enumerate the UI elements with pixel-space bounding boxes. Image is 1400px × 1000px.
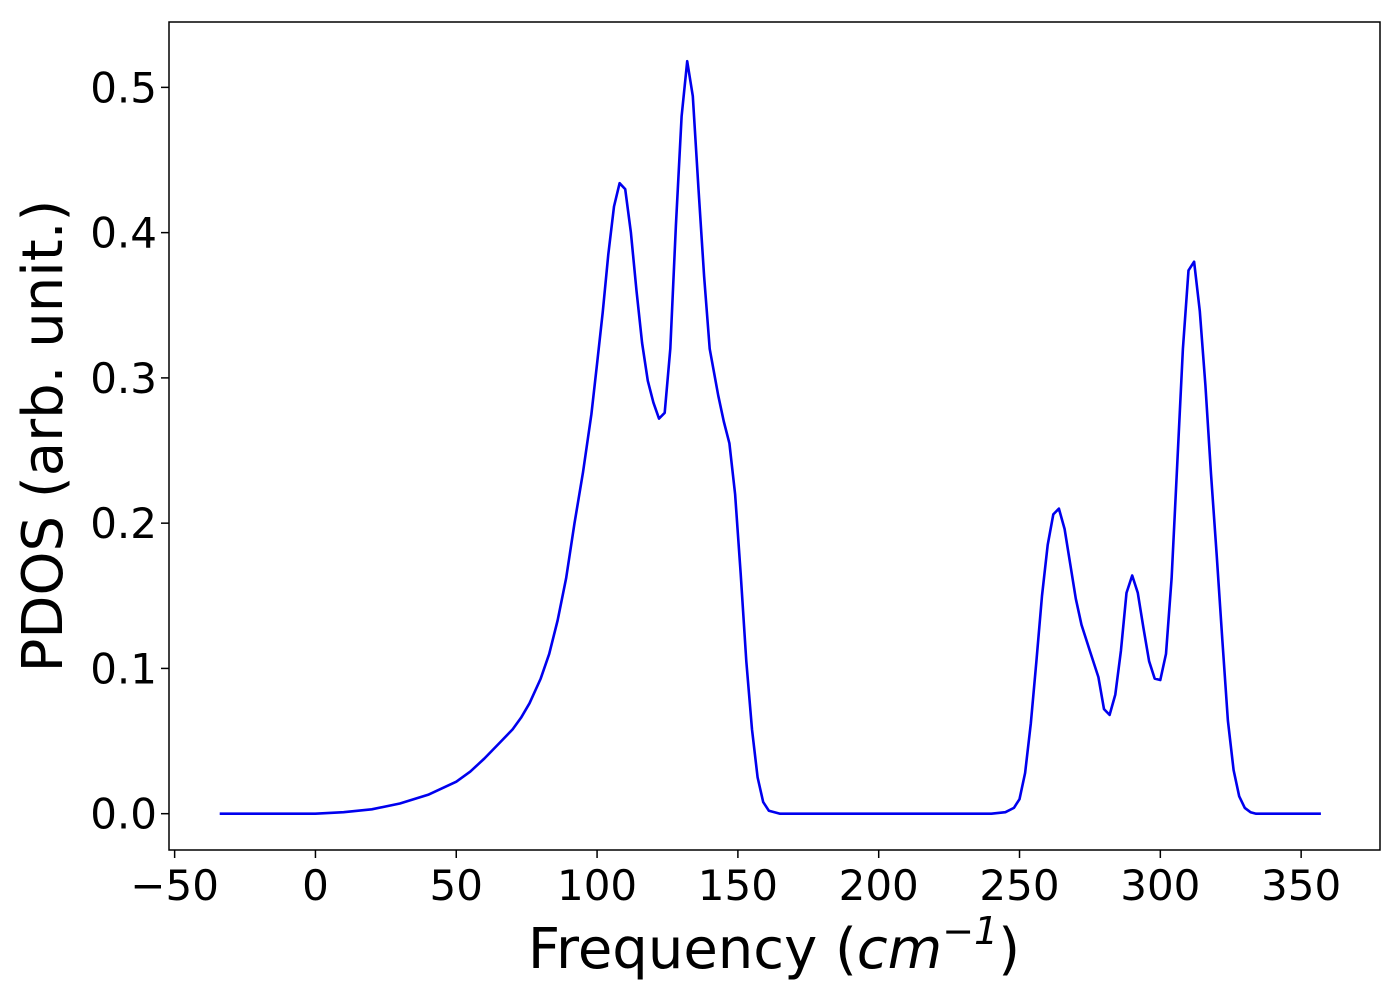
x-tick-label: 250 bbox=[979, 861, 1059, 910]
x-axis-unit-base: cm bbox=[857, 917, 942, 982]
x-tick-label: 50 bbox=[430, 861, 483, 910]
y-axis-ticks: 0.0 0.1 0.2 0.3 0.4 0.5 bbox=[90, 63, 169, 839]
x-tick-label: 0 bbox=[302, 861, 329, 910]
y-tick-label: 0.0 bbox=[90, 790, 157, 839]
x-axis-label: Frequency bbox=[528, 917, 817, 982]
y-tick-label: 0.4 bbox=[90, 209, 157, 258]
x-axis-ticks: −50 0 50 100 150 200 250 300 350 bbox=[130, 850, 1341, 910]
x-axis-unit-close: ) bbox=[998, 917, 1020, 982]
x-axis-unit-open: ( bbox=[817, 917, 857, 982]
x-tick-label: 150 bbox=[698, 861, 778, 910]
x-tick-label: 350 bbox=[1261, 861, 1341, 910]
y-tick-label: 0.2 bbox=[90, 499, 157, 548]
y-tick-label: 0.1 bbox=[90, 644, 157, 693]
y-tick-label: 0.3 bbox=[90, 354, 157, 403]
x-tick-label: 300 bbox=[1120, 861, 1200, 910]
x-axis-unit-exponent: −1 bbox=[942, 909, 998, 953]
x-tick-label: −50 bbox=[130, 861, 219, 910]
x-tick-label: 200 bbox=[839, 861, 919, 910]
x-axis-title: Frequency (cm−1) bbox=[528, 909, 1020, 982]
x-tick-label: 100 bbox=[557, 861, 637, 910]
y-tick-label: 0.5 bbox=[90, 63, 157, 112]
plot-area-frame bbox=[168, 21, 1381, 851]
series-layer bbox=[219, 59, 1321, 815]
pdos-series-line bbox=[219, 59, 1321, 815]
y-axis-title: PDOS (arb. unit.) bbox=[11, 200, 76, 673]
